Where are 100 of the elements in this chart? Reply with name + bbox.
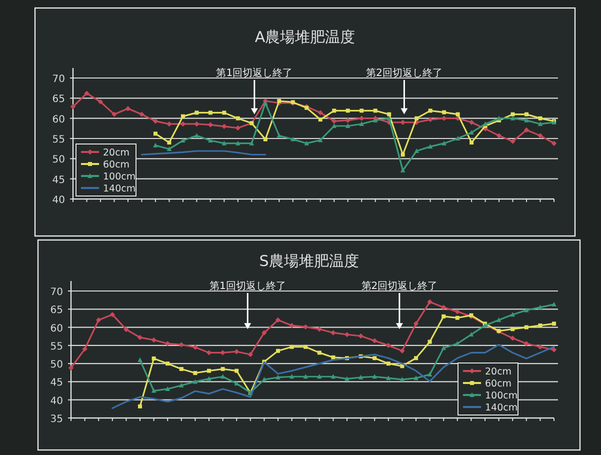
- point: [428, 144, 433, 149]
- point: [358, 333, 364, 339]
- legend-label: 60cm: [103, 160, 130, 170]
- point: [359, 121, 364, 126]
- point: [358, 374, 364, 380]
- point: [538, 116, 542, 120]
- point: [276, 348, 280, 353]
- y-tick-label: 55: [50, 341, 63, 352]
- point: [124, 326, 129, 332]
- point: [153, 142, 158, 148]
- point: [165, 386, 170, 391]
- point: [208, 138, 213, 143]
- point: [441, 345, 446, 350]
- point: [455, 316, 460, 320]
- point: [524, 127, 530, 133]
- point: [318, 110, 323, 116]
- point: [510, 116, 516, 120]
- chart-title: A農場堆肥温度: [254, 28, 356, 46]
- point: [304, 344, 308, 349]
- point: [442, 314, 446, 318]
- point: [206, 376, 212, 381]
- point: [68, 365, 74, 371]
- point: [153, 132, 158, 136]
- point: [373, 108, 378, 113]
- point: [192, 379, 198, 384]
- point: [235, 125, 241, 131]
- point: [400, 120, 406, 125]
- y-tick-label: 40: [50, 396, 63, 407]
- y-tick-label: 45: [52, 174, 65, 186]
- point: [332, 118, 337, 124]
- point: [152, 356, 156, 360]
- annotation: 第2回切返し終了: [361, 280, 438, 292]
- point: [317, 374, 322, 379]
- point: [346, 108, 350, 113]
- point: [303, 374, 308, 379]
- point: [275, 317, 281, 323]
- point: [386, 375, 391, 380]
- point: [180, 138, 186, 143]
- point: [289, 322, 294, 328]
- point: [427, 372, 432, 376]
- point: [427, 299, 432, 304]
- point: [236, 116, 240, 120]
- y-tick-label: 70: [50, 287, 63, 298]
- point: [290, 136, 296, 142]
- point: [538, 133, 543, 138]
- point: [414, 356, 418, 360]
- point: [400, 152, 405, 157]
- point: [386, 362, 390, 366]
- point: [234, 368, 239, 373]
- point: [262, 376, 267, 382]
- y-tick-label: 70: [52, 74, 65, 85]
- y-tick-label: 35: [50, 414, 63, 425]
- point: [455, 136, 460, 140]
- point: [263, 137, 268, 142]
- point: [538, 121, 543, 126]
- point: [551, 140, 557, 146]
- point: [249, 140, 254, 146]
- point: [194, 121, 200, 127]
- legend-label: 60cm: [485, 378, 512, 390]
- point: [178, 342, 184, 348]
- point: [468, 120, 474, 125]
- point: [414, 116, 419, 120]
- point: [179, 367, 184, 372]
- point: [82, 346, 88, 352]
- point: [166, 121, 172, 127]
- legend-label: 140cm: [103, 184, 136, 194]
- point: [372, 356, 377, 360]
- point: [290, 344, 294, 349]
- point: [318, 118, 322, 122]
- point: [110, 312, 115, 318]
- point: [372, 338, 378, 344]
- point: [332, 108, 336, 113]
- point: [234, 348, 240, 354]
- point: [400, 348, 405, 354]
- point: [360, 108, 364, 113]
- y-tick-label: 50: [52, 154, 65, 166]
- point: [331, 355, 336, 360]
- point: [524, 112, 529, 116]
- point: [428, 340, 432, 344]
- point: [139, 112, 144, 117]
- point: [151, 337, 156, 343]
- point: [222, 110, 226, 115]
- point: [317, 350, 322, 355]
- point: [304, 140, 310, 146]
- point: [441, 304, 446, 310]
- point: [330, 330, 336, 336]
- point: [372, 374, 377, 379]
- point: [220, 374, 226, 379]
- point: [125, 106, 131, 112]
- annotation: 第1回切返し終了: [209, 280, 286, 292]
- y-tick-label: 40: [52, 195, 65, 206]
- point: [318, 138, 323, 142]
- point: [289, 374, 294, 379]
- point: [137, 334, 143, 340]
- point: [222, 124, 227, 129]
- point: [167, 140, 172, 145]
- point: [496, 116, 502, 120]
- point: [330, 374, 336, 379]
- point: [413, 321, 419, 326]
- point: [510, 312, 515, 317]
